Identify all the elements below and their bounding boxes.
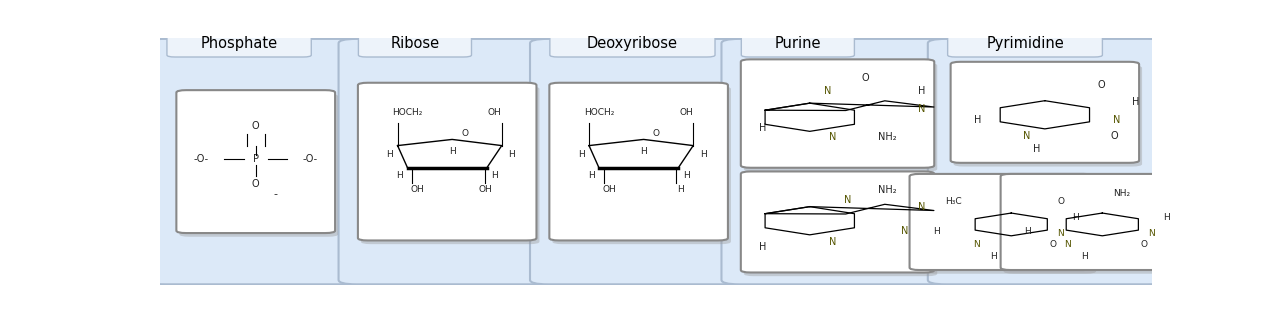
- FancyBboxPatch shape: [951, 62, 1139, 163]
- FancyBboxPatch shape: [741, 30, 855, 57]
- Text: H: H: [989, 252, 997, 261]
- Text: H₃C: H₃C: [946, 196, 963, 205]
- Text: H: H: [1133, 98, 1139, 108]
- Text: N: N: [918, 202, 925, 212]
- Text: O: O: [1050, 240, 1056, 249]
- Text: NH₂: NH₂: [878, 132, 896, 142]
- FancyBboxPatch shape: [179, 94, 338, 237]
- Text: H: H: [759, 242, 767, 252]
- Text: P: P: [252, 154, 259, 164]
- Text: N: N: [1148, 229, 1156, 238]
- Text: H: H: [974, 115, 980, 125]
- FancyBboxPatch shape: [361, 86, 539, 244]
- Text: -O-: -O-: [193, 154, 209, 164]
- Text: OH: OH: [411, 185, 424, 195]
- Text: H: H: [588, 171, 594, 180]
- Text: N: N: [824, 86, 831, 96]
- Text: O: O: [252, 121, 260, 131]
- FancyBboxPatch shape: [530, 39, 748, 284]
- Text: H: H: [918, 86, 925, 96]
- FancyBboxPatch shape: [722, 39, 954, 284]
- FancyBboxPatch shape: [358, 30, 471, 57]
- Text: H: H: [684, 171, 690, 180]
- Text: H: H: [933, 227, 941, 236]
- Text: OH: OH: [602, 185, 616, 195]
- Text: N: N: [1057, 229, 1064, 238]
- Text: Purine: Purine: [774, 36, 820, 51]
- Text: NH₂: NH₂: [878, 185, 896, 195]
- FancyBboxPatch shape: [954, 66, 1142, 166]
- FancyBboxPatch shape: [339, 39, 556, 284]
- Text: NH₂: NH₂: [1114, 189, 1130, 198]
- Text: OH: OH: [477, 185, 492, 195]
- Text: N: N: [844, 195, 851, 205]
- FancyBboxPatch shape: [550, 30, 716, 57]
- Text: Ribose: Ribose: [390, 36, 439, 51]
- Text: H: H: [1033, 144, 1041, 154]
- Text: N: N: [901, 226, 909, 236]
- FancyBboxPatch shape: [928, 39, 1166, 284]
- Text: N: N: [973, 240, 980, 249]
- Text: H: H: [1082, 252, 1088, 261]
- FancyBboxPatch shape: [741, 59, 934, 168]
- Text: H: H: [1024, 227, 1032, 236]
- FancyBboxPatch shape: [147, 39, 365, 284]
- Text: H: H: [640, 147, 646, 156]
- Text: N: N: [1112, 115, 1120, 125]
- Text: H: H: [700, 150, 707, 159]
- FancyBboxPatch shape: [177, 90, 335, 233]
- FancyBboxPatch shape: [741, 172, 934, 273]
- Text: OH: OH: [680, 108, 694, 117]
- Text: N: N: [829, 237, 836, 247]
- Text: O: O: [1140, 240, 1147, 249]
- FancyBboxPatch shape: [910, 174, 1093, 270]
- Text: H: H: [759, 123, 767, 133]
- FancyBboxPatch shape: [166, 30, 311, 57]
- FancyBboxPatch shape: [358, 83, 536, 240]
- FancyBboxPatch shape: [744, 63, 937, 172]
- Text: HOCH₂: HOCH₂: [584, 108, 614, 117]
- FancyBboxPatch shape: [549, 83, 728, 240]
- Text: OH: OH: [488, 108, 502, 117]
- FancyBboxPatch shape: [913, 178, 1096, 274]
- Text: H: H: [1073, 212, 1079, 221]
- Text: N: N: [829, 132, 836, 142]
- Text: N: N: [918, 104, 925, 114]
- Text: H: H: [387, 150, 393, 159]
- Text: O: O: [1057, 196, 1065, 205]
- FancyBboxPatch shape: [553, 86, 731, 244]
- Text: O: O: [462, 129, 468, 138]
- Text: O: O: [861, 73, 869, 83]
- Text: HOCH₂: HOCH₂: [392, 108, 422, 117]
- Text: Deoxyribose: Deoxyribose: [588, 36, 678, 51]
- FancyBboxPatch shape: [744, 175, 937, 276]
- Text: O: O: [653, 129, 660, 138]
- Text: N: N: [1023, 131, 1030, 141]
- Text: H: H: [508, 150, 515, 159]
- Text: H: H: [397, 171, 403, 180]
- FancyBboxPatch shape: [1001, 174, 1184, 270]
- Text: Phosphate: Phosphate: [201, 36, 278, 51]
- FancyBboxPatch shape: [1004, 178, 1187, 274]
- Text: O: O: [1097, 80, 1105, 90]
- Text: H: H: [577, 150, 585, 159]
- Text: H: H: [492, 171, 498, 180]
- Text: O: O: [1111, 131, 1119, 141]
- Text: Pyrimidine: Pyrimidine: [986, 36, 1064, 51]
- Text: N: N: [1064, 240, 1071, 249]
- Text: H: H: [449, 147, 456, 156]
- Text: -: -: [274, 188, 278, 199]
- Text: -O-: -O-: [303, 154, 317, 164]
- Text: O: O: [252, 179, 260, 189]
- Text: H: H: [1164, 212, 1170, 221]
- FancyBboxPatch shape: [947, 30, 1102, 57]
- Text: H: H: [677, 185, 684, 195]
